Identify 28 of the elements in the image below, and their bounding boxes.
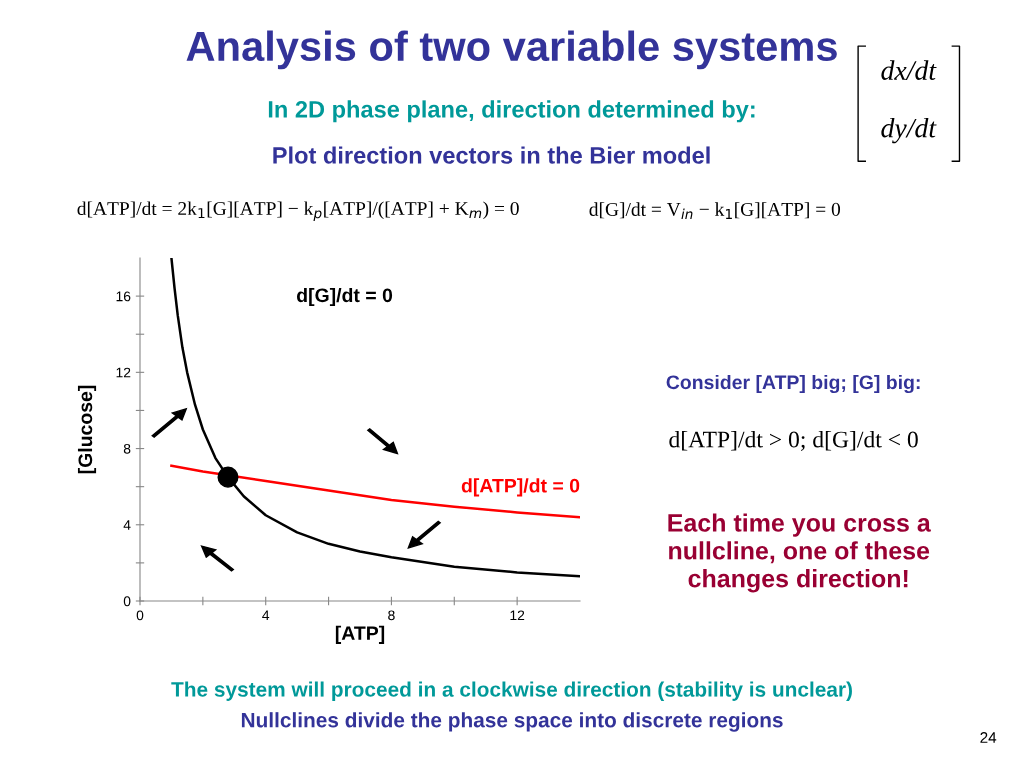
x-tick-label: 4 xyxy=(262,610,270,621)
series-label: d[ATP]/dt = 0 xyxy=(461,478,580,497)
y-axis-title: [Glucose] xyxy=(77,385,97,474)
x-tick-label: 0 xyxy=(136,610,144,621)
text: dx/dt xyxy=(881,60,937,80)
text: The system will proceed in a clockwise direction (stability is unclear) xyxy=(171,681,852,701)
y-tick-label: 16 xyxy=(116,291,131,302)
y-tick-label: 12 xyxy=(116,367,131,378)
text: Consider [ATP] big; [G] big: xyxy=(666,374,920,394)
text: Nullclines divide the phase space into discrete regions xyxy=(241,712,783,732)
text: d[ATP]/dt = 2k$_{1}$[G][ATP] − k$_{p}$[ATP]/([ATP] + K$_{m}$) = 0 xyxy=(77,201,519,221)
text: 24 xyxy=(980,732,997,743)
y-tick-label: 0 xyxy=(123,596,131,607)
text: Plot direction vectors in the Bier model xyxy=(273,146,710,164)
text: d[G]/dt = 0 xyxy=(297,287,393,307)
chart-title: Analysis of two variable systems xyxy=(186,30,837,70)
line-series xyxy=(170,464,580,519)
text: Each time you cross a nullcline, one of these changes direction! xyxy=(668,513,931,593)
x-axis-title: [ATP] xyxy=(335,625,385,644)
text: dy/dt xyxy=(881,117,937,144)
text: d[ATP]/dt > 0; d[G]/dt < 0 xyxy=(669,430,918,451)
line-series xyxy=(170,258,580,578)
chart-subtitle: In 2D phase plane, direction determined by: xyxy=(268,100,755,123)
y-tick-label: 8 xyxy=(123,443,131,454)
text: d[G]/dt = V$_{in}$ − k$_{1}$[G][ATP] = 0 xyxy=(589,202,841,219)
x-tick-label: 8 xyxy=(388,610,395,621)
x-tick-label: 12 xyxy=(510,610,525,621)
y-tick-label: 4 xyxy=(123,520,131,530)
